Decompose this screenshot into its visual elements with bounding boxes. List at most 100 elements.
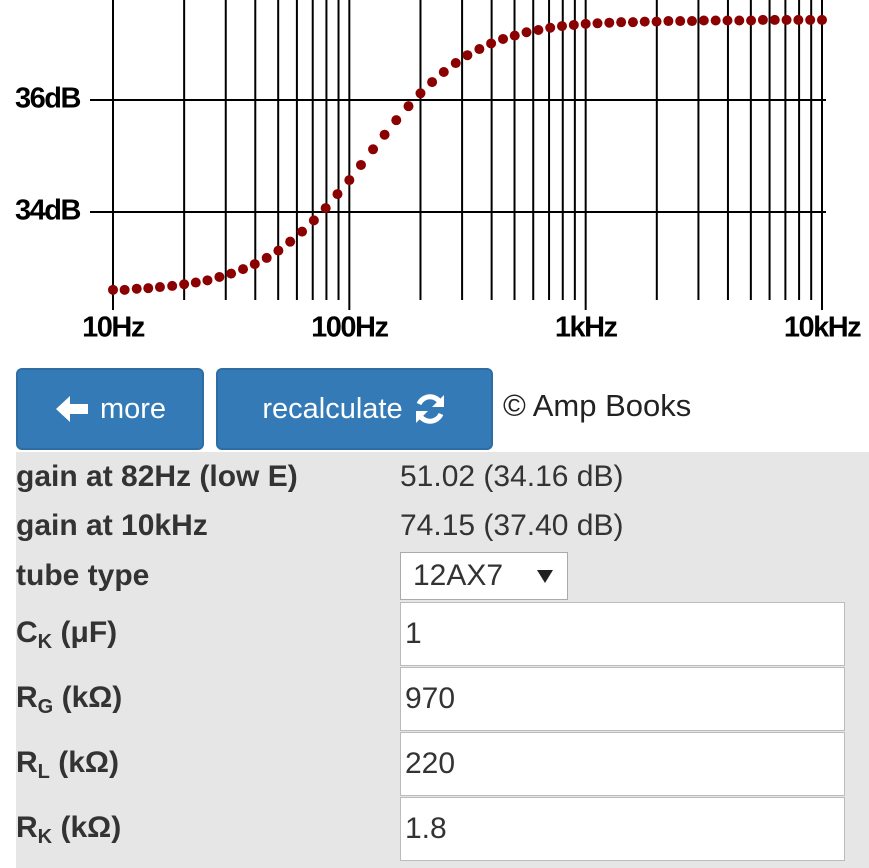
data-point	[486, 38, 497, 49]
data-point	[427, 77, 438, 88]
more-label: more	[99, 392, 167, 425]
data-point	[545, 22, 556, 33]
x-tick-label: 1kHz	[555, 312, 618, 344]
data-point	[639, 16, 650, 27]
param-input[interactable]: 970	[400, 667, 845, 731]
data-point	[769, 14, 780, 25]
data-point	[344, 175, 355, 186]
result-value: 51.02 (34.16 dB)	[400, 460, 624, 493]
data-point	[722, 15, 733, 26]
param-subscript: G	[37, 696, 54, 718]
data-point	[368, 144, 379, 155]
param-input[interactable]: 220	[400, 732, 845, 796]
data-point	[308, 215, 319, 226]
data-point	[320, 203, 331, 214]
data-point	[355, 159, 366, 170]
x-tick-label: 10kHz	[784, 312, 861, 344]
dropdown-arrow	[537, 570, 553, 583]
settings-panel: gain at 82Hz (low E) 51.02 (34.16 dB) ga…	[16, 452, 869, 868]
data-point	[533, 25, 544, 35]
data-point	[817, 14, 827, 25]
data-point	[781, 14, 792, 25]
data-point	[285, 236, 296, 247]
tube-type-label: tube type	[16, 559, 150, 592]
x-tick-label: 10Hz	[82, 312, 145, 344]
arrow-icon	[55, 396, 88, 422]
data-point	[805, 14, 816, 25]
data-point	[403, 101, 414, 112]
data-point	[332, 189, 343, 200]
param-symbol: R	[16, 746, 38, 779]
data-point	[179, 279, 190, 290]
param-unit: (kΩ)	[61, 681, 123, 714]
param-input[interactable]: 1.8	[400, 797, 845, 861]
recalculate-button[interactable]: recalculate	[216, 368, 493, 450]
data-point	[462, 50, 473, 61]
param-label: CK (μF)	[16, 616, 117, 654]
param-subscript: K	[37, 631, 53, 653]
data-point	[616, 17, 627, 28]
data-point	[190, 277, 201, 288]
data-point	[793, 14, 804, 25]
data-point	[119, 284, 130, 295]
result-label: gain at 10kHz	[16, 509, 208, 542]
chart: 10Hz 100Hz 1kHz 10kHz 34dB 36dB	[15, 0, 863, 344]
tube-type-select[interactable]: 12AX7	[400, 552, 568, 600]
param-symbol: C	[16, 616, 38, 649]
result-value: 74.15 (37.40 dB)	[400, 509, 624, 542]
result-label: gain at 82Hz (low E)	[16, 460, 298, 493]
copyright: © Amp Books	[503, 388, 692, 423]
data-point	[509, 30, 520, 41]
data-point	[297, 226, 308, 237]
data-point	[202, 275, 213, 286]
y-tick-label: 34dB	[15, 195, 80, 227]
data-point	[450, 58, 461, 69]
data-point	[249, 259, 260, 270]
data-point	[627, 17, 638, 28]
param-subscript: L	[37, 761, 50, 783]
data-point	[226, 268, 237, 279]
data-point	[521, 27, 532, 38]
tube-type-value: 12AX7	[413, 559, 504, 592]
data-point	[238, 264, 249, 275]
y-tick-label: 36dB	[15, 83, 80, 115]
data-point	[143, 283, 154, 294]
param-label: RK (kΩ)	[16, 811, 121, 849]
data-point	[651, 16, 662, 27]
data-point	[734, 15, 745, 26]
param-unit: (kΩ)	[60, 811, 122, 844]
data-point	[391, 115, 402, 126]
param-label: RL (kΩ)	[16, 746, 119, 784]
param-unit: (kΩ)	[58, 746, 119, 779]
data-point	[438, 67, 449, 77]
data-point	[474, 44, 485, 55]
data-point	[568, 19, 579, 30]
recalculate-label: recalculate	[262, 392, 403, 425]
param-symbol: R	[16, 681, 38, 714]
refresh-icon	[415, 394, 444, 424]
data-point	[556, 21, 567, 32]
data-point	[710, 15, 721, 26]
data-point	[675, 16, 686, 27]
data-point	[261, 252, 272, 263]
data-point	[746, 15, 757, 26]
data-point	[698, 15, 709, 26]
more-button[interactable]: more	[16, 368, 204, 450]
param-unit: (μF)	[60, 616, 118, 649]
data-point	[604, 17, 615, 28]
param-symbol: R	[16, 811, 38, 844]
data-point	[592, 18, 603, 29]
data-point	[154, 282, 165, 293]
param-subscript: K	[37, 826, 53, 848]
data-point	[415, 88, 426, 99]
data-point	[273, 245, 284, 256]
data-point	[498, 33, 509, 44]
data-point	[131, 283, 142, 294]
data-point	[580, 18, 591, 29]
param-label: RG (kΩ)	[16, 681, 122, 719]
data-point	[757, 14, 768, 25]
param-input[interactable]: 1	[400, 602, 845, 666]
data-point	[167, 280, 178, 291]
data-point	[687, 16, 698, 27]
